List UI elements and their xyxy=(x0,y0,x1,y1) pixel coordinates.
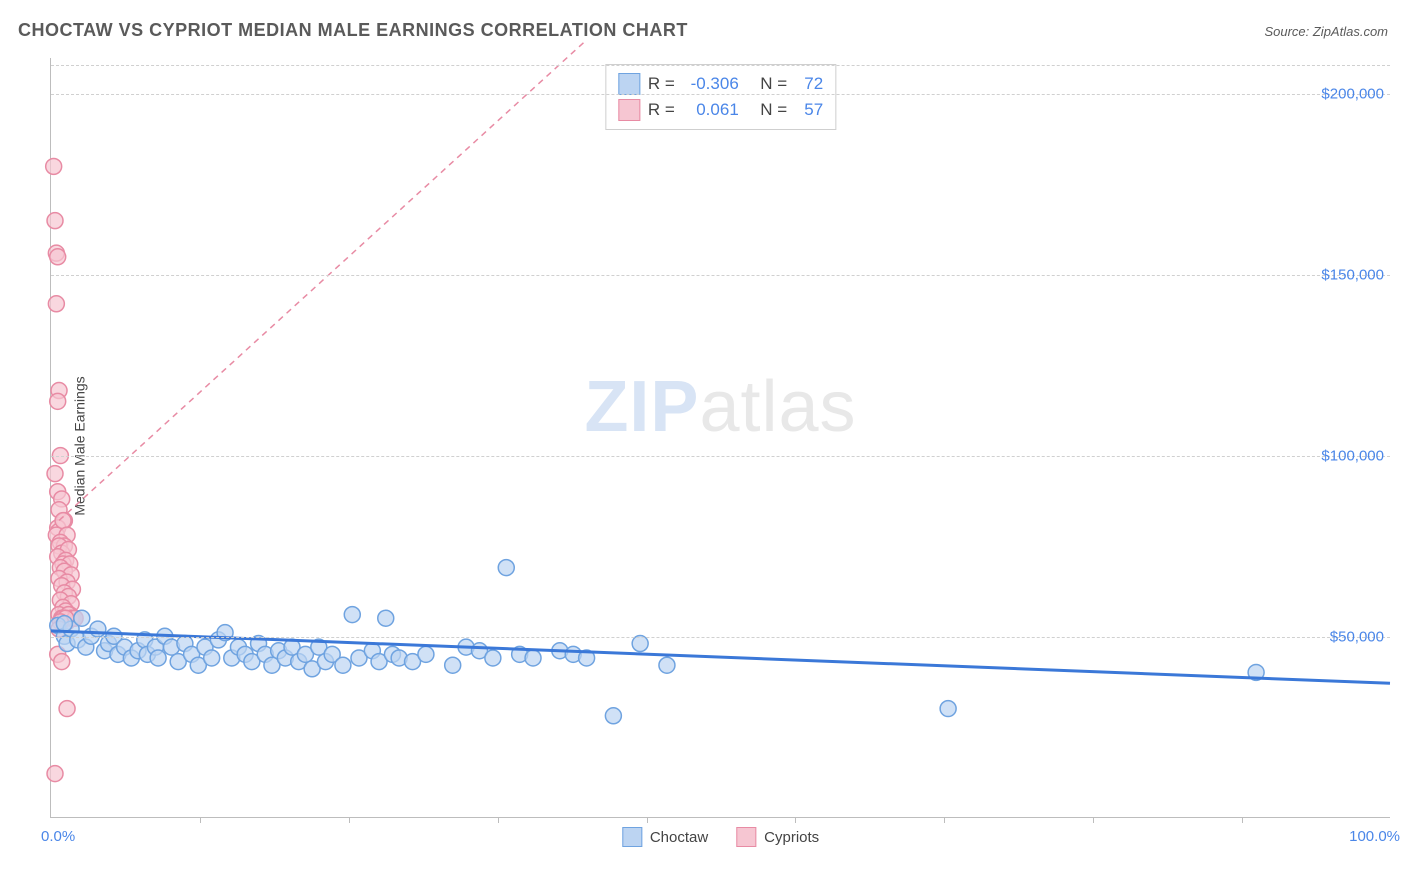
y-tick-label: $50,000 xyxy=(1330,629,1384,646)
data-point xyxy=(940,701,956,717)
x-tick xyxy=(795,817,796,823)
gridline-h xyxy=(51,456,1390,457)
x-tick xyxy=(349,817,350,823)
data-point xyxy=(48,296,64,312)
trend-line xyxy=(51,40,587,528)
legend-swatch xyxy=(618,99,640,121)
data-point xyxy=(56,616,72,632)
data-point xyxy=(659,657,675,673)
data-point xyxy=(605,708,621,724)
legend-label: Cypriots xyxy=(764,829,819,846)
data-point xyxy=(55,513,71,529)
data-point xyxy=(445,657,461,673)
data-point xyxy=(90,621,106,637)
x-tick xyxy=(1093,817,1094,823)
x-tick xyxy=(498,817,499,823)
bottom-legend: Choctaw Cypriots xyxy=(622,827,819,847)
x-tick xyxy=(200,817,201,823)
gridline-h xyxy=(51,637,1390,638)
data-point xyxy=(335,657,351,673)
y-tick-label: $150,000 xyxy=(1321,267,1384,284)
legend-item: Cypriots xyxy=(736,827,819,847)
data-point xyxy=(418,646,434,662)
y-tick-label: $200,000 xyxy=(1321,86,1384,103)
data-point xyxy=(74,610,90,626)
x-axis-min-label: 0.0% xyxy=(41,828,75,845)
data-point xyxy=(50,393,66,409)
chart-svg xyxy=(51,58,1390,817)
stats-legend-row: R =0.061 N =57 xyxy=(618,97,823,123)
stats-legend-row: R =-0.306 N =72 xyxy=(618,71,823,97)
data-point xyxy=(485,650,501,666)
legend-swatch xyxy=(736,827,756,847)
legend-label: Choctaw xyxy=(650,829,708,846)
data-point xyxy=(47,766,63,782)
stats-legend: R =-0.306 N =72 R =0.061 N =57 xyxy=(605,64,836,130)
data-point xyxy=(378,610,394,626)
gridline-h xyxy=(51,275,1390,276)
data-point xyxy=(50,249,66,265)
gridline-h xyxy=(51,65,1390,66)
x-tick xyxy=(1242,817,1243,823)
plot-area: ZIPatlas R =-0.306 N =72R =0.061 N =57 C… xyxy=(50,58,1390,818)
data-point xyxy=(46,158,62,174)
data-point xyxy=(59,701,75,717)
source-attribution: Source: ZipAtlas.com xyxy=(1264,24,1388,39)
legend-swatch xyxy=(618,73,640,95)
legend-item: Choctaw xyxy=(622,827,708,847)
data-point xyxy=(498,560,514,576)
data-point xyxy=(47,466,63,482)
gridline-h xyxy=(51,94,1390,95)
x-tick xyxy=(944,817,945,823)
legend-swatch xyxy=(622,827,642,847)
x-axis-max-label: 100.0% xyxy=(1349,828,1400,845)
y-tick-label: $100,000 xyxy=(1321,448,1384,465)
stats-legend-text: R =-0.306 N =72 xyxy=(648,74,823,94)
x-tick xyxy=(647,817,648,823)
data-point xyxy=(150,650,166,666)
data-point xyxy=(54,654,70,670)
data-point xyxy=(525,650,541,666)
stats-legend-text: R =0.061 N =57 xyxy=(648,100,823,120)
data-point xyxy=(344,607,360,623)
chart-title: CHOCTAW VS CYPRIOT MEDIAN MALE EARNINGS … xyxy=(18,20,688,41)
data-point xyxy=(47,213,63,229)
data-point xyxy=(204,650,220,666)
